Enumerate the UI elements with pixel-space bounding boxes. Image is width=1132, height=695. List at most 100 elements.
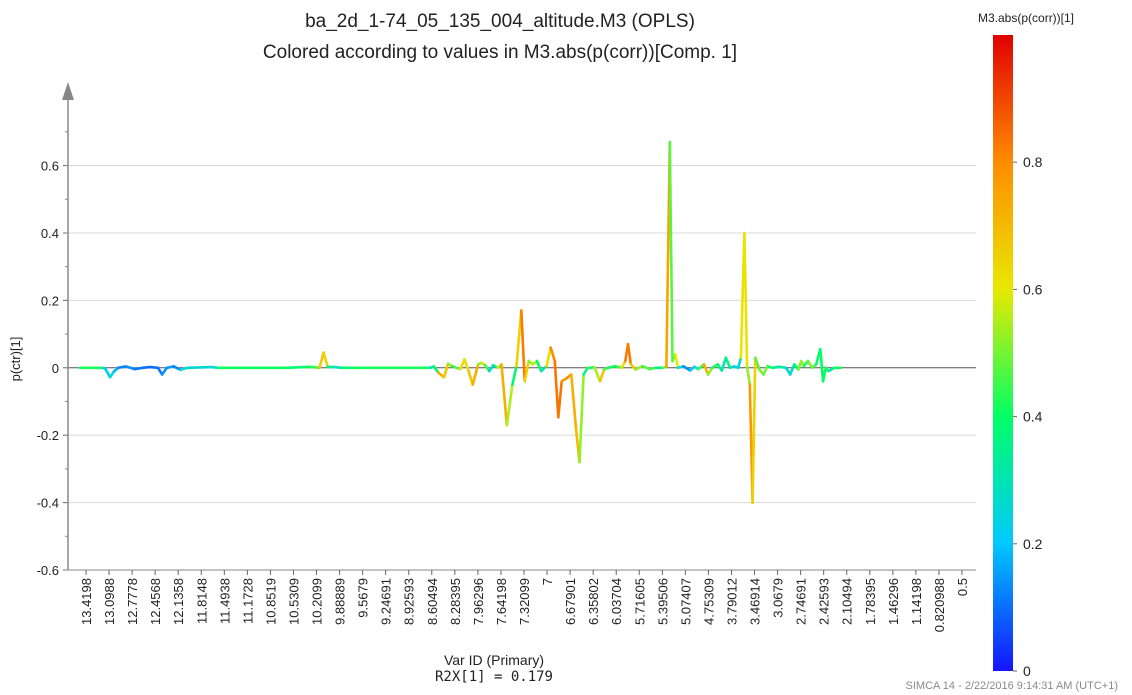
y-axis-arrow	[62, 82, 74, 100]
series-segment	[160, 366, 169, 376]
y-tick-label: 0.4	[41, 226, 59, 241]
series-segment	[186, 365, 213, 370]
x-tick-label: 4.75309	[701, 578, 716, 625]
footer-stamp: SIMCA 14 - 2/22/2016 9:14:31 AM (UTC+1)	[905, 680, 1118, 692]
x-tick-label: 3.79012	[724, 578, 739, 625]
x-tick-labels: 13.4198 13.0988 12.7778 12.4568 12.1358 11.81…	[79, 578, 970, 632]
series-segment	[745, 365, 752, 386]
x-tick-label: 6.67901	[563, 578, 578, 625]
series-segment	[569, 373, 578, 430]
x-tick-label: 6.03704	[609, 578, 624, 625]
x-tick-label: 8.28395	[448, 578, 463, 625]
y-tick-label: 0.6	[41, 159, 59, 174]
series-segment	[556, 379, 564, 419]
colorbar-gradient	[993, 35, 1013, 671]
x-tick-label: 8.60494	[425, 578, 440, 625]
x-tick-label: 12.7778	[125, 578, 140, 625]
x-tick-label: 7.64198	[494, 578, 509, 625]
x-tick-label: 9.5679	[356, 578, 371, 618]
x-tick-label: 10.8519	[263, 578, 278, 625]
x-tick-label: 0.820988	[932, 578, 947, 632]
series-segment	[673, 352, 680, 370]
series-segment	[743, 231, 749, 369]
x-tick-label: 9.88889	[333, 578, 348, 625]
series-segment	[500, 363, 509, 427]
x-tick-label: 5.07407	[678, 578, 693, 625]
series-line	[78, 140, 843, 504]
x-tick-label: 8.92593	[402, 578, 417, 625]
series-segment	[626, 342, 633, 366]
series-segment	[523, 359, 531, 383]
series-segment	[133, 366, 145, 371]
series-segment	[788, 363, 796, 376]
y-axis-label: p(ctr)[1]	[8, 337, 23, 382]
x-tick-label: 6.35802	[586, 578, 601, 625]
y-tick-label: -0.4	[37, 496, 59, 511]
x-tick-label: 2.74691	[794, 578, 809, 625]
colorbar-tick-label: 0	[1023, 663, 1031, 679]
y-tick-label: 0	[52, 361, 59, 376]
series-segment	[762, 364, 769, 376]
y-tick-label: -0.6	[37, 563, 59, 578]
series-segment	[318, 351, 325, 370]
series-segment	[736, 356, 743, 370]
x-tick-label: 1.46296	[886, 578, 901, 625]
series-segment	[582, 366, 590, 376]
x-tick-label: 0.5	[955, 578, 970, 596]
series-segment	[148, 365, 160, 370]
x-tick-label: 11.1728	[240, 578, 255, 624]
x-tick-label: 2.42593	[817, 578, 832, 625]
x-tick-label: 5.71605	[632, 578, 647, 625]
series-segment	[285, 365, 312, 370]
r2x-stat: R2X[1] = 0.179	[435, 669, 553, 685]
x-tick-label: 10.2099	[310, 578, 325, 625]
x-tick-label: 7.32099	[517, 578, 532, 625]
series-segment	[124, 365, 136, 371]
series-segment	[706, 366, 714, 376]
series-segment	[511, 364, 518, 386]
series-segment	[442, 362, 450, 379]
series-segment	[519, 309, 527, 383]
colorbar-tick-label: 0.6	[1023, 281, 1043, 297]
chart-title: ba_2d_1-74_05_135_004_altitude.M3 (OPLS)	[305, 11, 695, 32]
series-segment	[463, 358, 470, 373]
colorbar-tick-label: 0.4	[1023, 409, 1043, 425]
series-segment	[682, 365, 692, 372]
x-tick-label: 13.0988	[102, 578, 117, 625]
x-tick-label: 12.4568	[148, 578, 163, 625]
x-tick-label: 7.96296	[471, 578, 486, 625]
series-segment	[535, 359, 543, 373]
series-segment	[432, 365, 440, 375]
x-tick-label: 1.78395	[863, 578, 878, 625]
series-segment	[553, 359, 560, 419]
series-segment	[753, 356, 761, 371]
series-segment	[471, 363, 480, 386]
colorbar-tick-label: 0.8	[1023, 154, 1043, 170]
series-segment	[720, 356, 728, 372]
x-tick-label: 3.46914	[748, 578, 763, 625]
series-segment	[309, 365, 321, 370]
series-segment	[724, 356, 732, 370]
series-segment	[104, 367, 112, 379]
series-segment	[751, 356, 757, 504]
colorbar-title: M3.abs(p(corr))[1]	[978, 11, 1075, 25]
x-tick-label: 2.10494	[840, 578, 855, 625]
colorbar-tick-label: 0.2	[1023, 536, 1043, 552]
series-segment	[545, 346, 553, 368]
y-tick-label: 0.2	[41, 293, 59, 308]
series-segment	[668, 140, 674, 363]
x-tick-label: 5.39506	[655, 578, 670, 625]
series-segment	[702, 363, 710, 376]
series-segment	[598, 368, 606, 383]
series-segment	[578, 373, 585, 464]
y-tick-label: -0.2	[37, 428, 59, 443]
series-segment	[549, 346, 557, 363]
x-tick-label: 3.0679	[771, 578, 786, 618]
series-segment	[818, 347, 825, 383]
x-tick-label: 10.5309	[286, 578, 301, 625]
series-segment	[806, 359, 814, 370]
x-tick-label: 9.24691	[379, 578, 394, 625]
x-tick-label: 11.8148	[194, 578, 209, 624]
x-tick-label: 12.1358	[171, 578, 186, 625]
